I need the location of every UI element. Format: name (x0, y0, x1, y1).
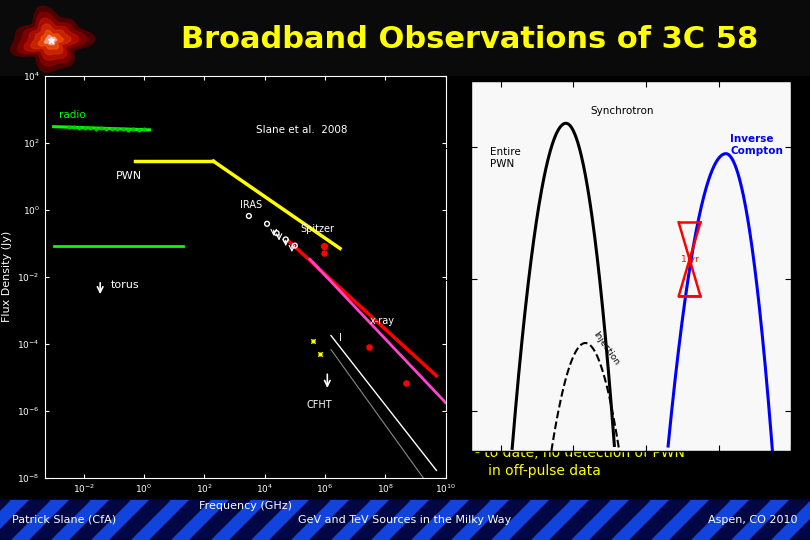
Text: - to date, no detection of PWN: - to date, no detection of PWN (475, 446, 685, 460)
Text: • Pulsar is detected in Fermi-LAT: • Pulsar is detected in Fermi-LAT (475, 427, 748, 442)
Polygon shape (150, 500, 210, 540)
Polygon shape (0, 500, 10, 540)
Point (400, 378, 413, 387)
Polygon shape (24, 18, 79, 60)
Point (105, 124, 118, 133)
Point (313, 349, 326, 358)
Polygon shape (350, 500, 410, 540)
Polygon shape (270, 500, 330, 540)
Polygon shape (18, 12, 87, 66)
Point (242, 212, 255, 220)
Point (306, 337, 319, 346)
Point (317, 242, 330, 251)
Point (261, 219, 274, 228)
Polygon shape (430, 500, 490, 540)
Text: x-ray: x-ray (369, 315, 394, 326)
Point (271, 229, 284, 238)
Text: IRAS: IRAS (240, 200, 262, 210)
Text: Patrick Slane (CfA): Patrick Slane (CfA) (12, 515, 116, 525)
Polygon shape (190, 500, 250, 540)
Polygon shape (630, 500, 690, 540)
Point (67, 123, 80, 132)
Text: Synchrotron: Synchrotron (590, 106, 654, 116)
X-axis label: log $\nu$(Hz): log $\nu$(Hz) (603, 471, 659, 488)
Point (138, 125, 151, 134)
Text: I: I (339, 333, 342, 343)
Point (62, 123, 75, 131)
Point (288, 241, 301, 250)
Polygon shape (30, 500, 90, 540)
Polygon shape (110, 500, 170, 540)
Text: GeV and TeV Sources in the Milky Way: GeV and TeV Sources in the Milky Way (298, 515, 512, 525)
Polygon shape (470, 500, 530, 540)
Point (306, 337, 319, 346)
Polygon shape (38, 30, 63, 49)
Polygon shape (550, 500, 610, 540)
Text: Entire
PWN: Entire PWN (490, 147, 521, 169)
Polygon shape (310, 500, 370, 540)
Point (95, 124, 108, 132)
Polygon shape (590, 500, 650, 540)
Point (363, 343, 376, 352)
Text: Aspen, CO 2010: Aspen, CO 2010 (709, 515, 798, 525)
Bar (0, 0, 810, 75)
Point (79, 124, 92, 132)
Text: PWN: PWN (117, 171, 143, 181)
Text: 1 yr: 1 yr (680, 255, 698, 264)
Text: Slane et al.  2008: Slane et al. 2008 (256, 125, 347, 134)
Text: Broadband Observations of 3C 58: Broadband Observations of 3C 58 (181, 25, 759, 55)
Polygon shape (31, 24, 71, 55)
Polygon shape (70, 500, 130, 540)
Point (279, 235, 292, 244)
X-axis label: Frequency (GHz): Frequency (GHz) (198, 501, 292, 511)
Text: in off-pulse data: in off-pulse data (475, 464, 601, 478)
Point (111, 125, 124, 133)
Polygon shape (710, 500, 770, 540)
Point (116, 124, 129, 133)
Polygon shape (45, 35, 57, 45)
Polygon shape (790, 500, 810, 540)
Point (313, 349, 326, 358)
Polygon shape (750, 500, 810, 540)
Polygon shape (670, 500, 730, 540)
Text: Spitzer: Spitzer (300, 224, 334, 234)
Polygon shape (510, 500, 570, 540)
Point (100, 124, 113, 133)
Bar (0, 500, 810, 540)
Text: Injection: Injection (590, 330, 620, 367)
Text: CFHT: CFHT (307, 400, 332, 410)
Text: torus: torus (111, 280, 139, 291)
Point (89, 124, 102, 133)
Point (132, 125, 145, 134)
Polygon shape (230, 500, 290, 540)
Point (127, 125, 140, 134)
Y-axis label: Flux Density (Jy): Flux Density (Jy) (2, 231, 11, 322)
Polygon shape (11, 6, 95, 72)
Text: radio: radio (59, 110, 86, 120)
Y-axis label: log $\nu F_\nu$ (ergs cm$^{-2}$ s$^{-1}$): log $\nu F_\nu$ (ergs cm$^{-2}$ s$^{-1}$… (420, 210, 437, 322)
Point (73, 123, 86, 132)
Point (317, 249, 330, 258)
Text: Inverse
Compton: Inverse Compton (731, 134, 783, 156)
Point (122, 125, 134, 134)
Point (83, 123, 96, 132)
Polygon shape (390, 500, 450, 540)
Polygon shape (0, 500, 50, 540)
